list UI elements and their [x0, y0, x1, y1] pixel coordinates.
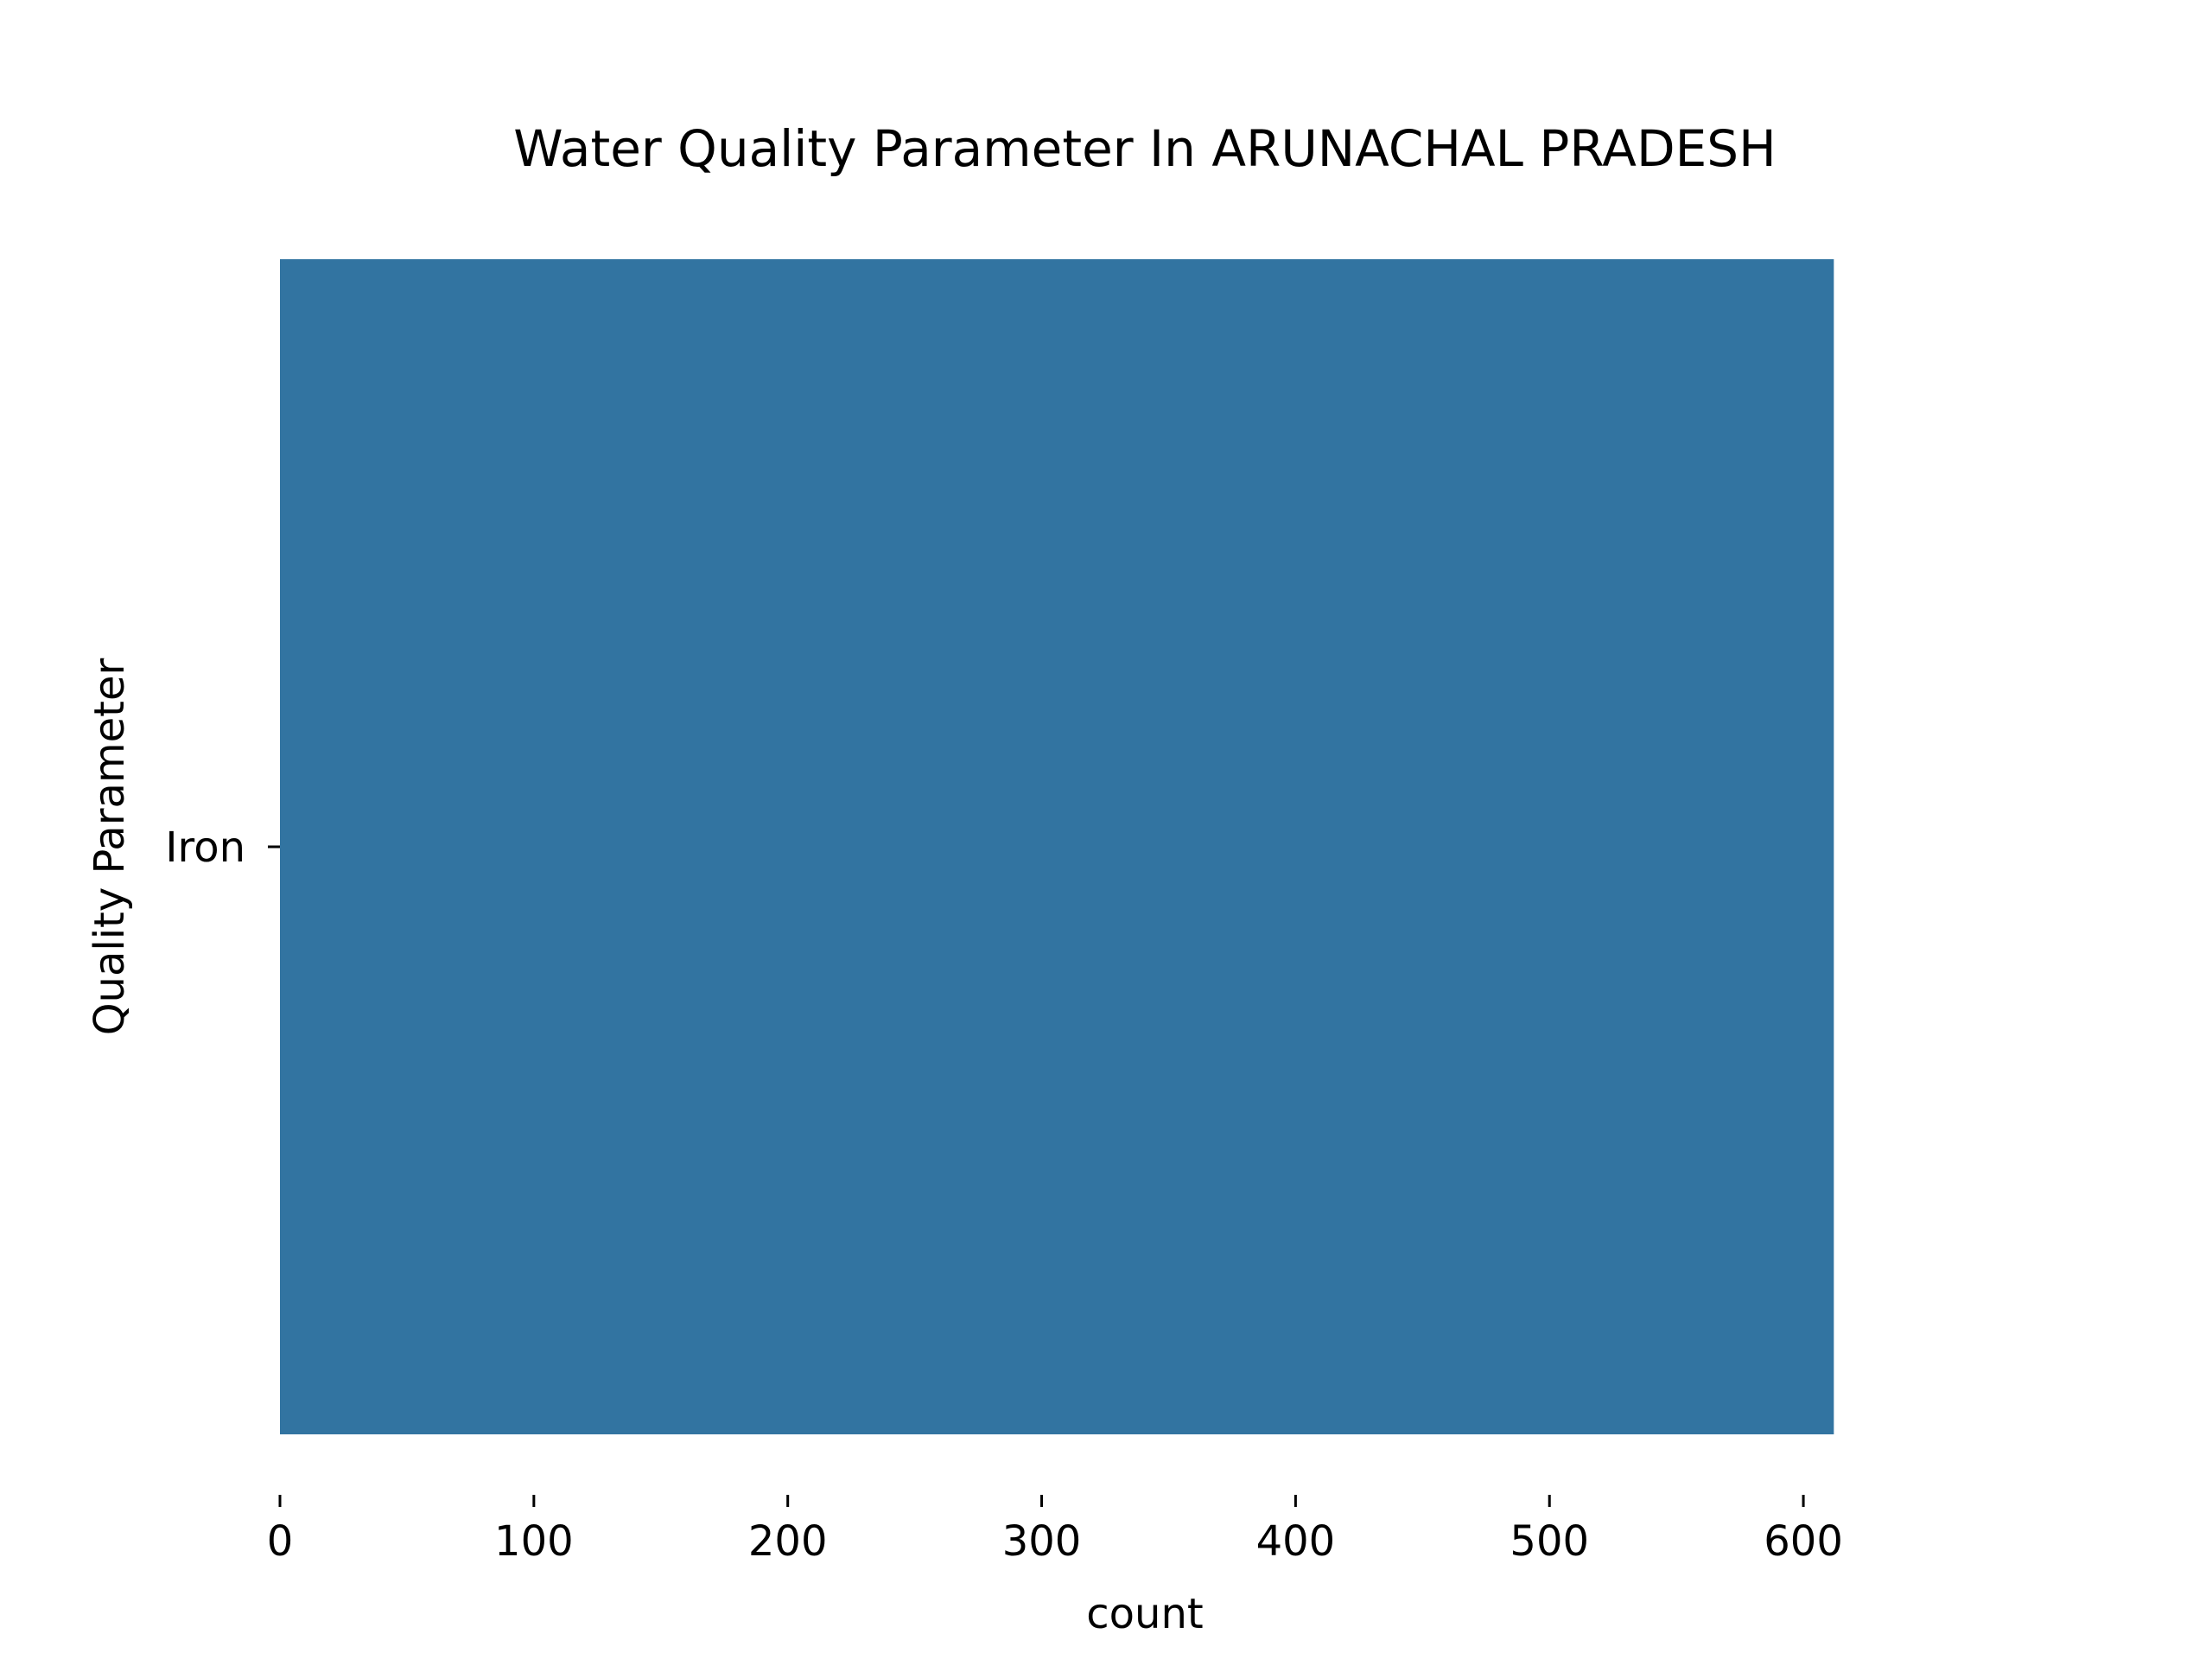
y-axis-ticks: Iron — [165, 823, 280, 872]
bar-layer — [280, 259, 1834, 1434]
x-tick-label: 400 — [1256, 1517, 1336, 1566]
bar-iron — [280, 259, 1834, 1434]
x-tick-label: 200 — [748, 1517, 828, 1566]
x-tick-label: 300 — [1002, 1517, 1082, 1566]
x-tick-label: 0 — [267, 1517, 294, 1566]
y-axis-label: Quality Parameter — [86, 658, 134, 1035]
x-axis-ticks: 0 100 200 300 400 500 600 — [267, 1495, 1843, 1566]
y-tick-label: Iron — [165, 823, 245, 872]
chart-title: Water Quality Parameter In ARUNACHAL PRA… — [513, 119, 1776, 178]
x-tick-label: 100 — [494, 1517, 574, 1566]
x-tick-label: 500 — [1510, 1517, 1589, 1566]
x-tick-label: 600 — [1764, 1517, 1843, 1566]
x-axis-label: count — [1086, 1590, 1203, 1638]
